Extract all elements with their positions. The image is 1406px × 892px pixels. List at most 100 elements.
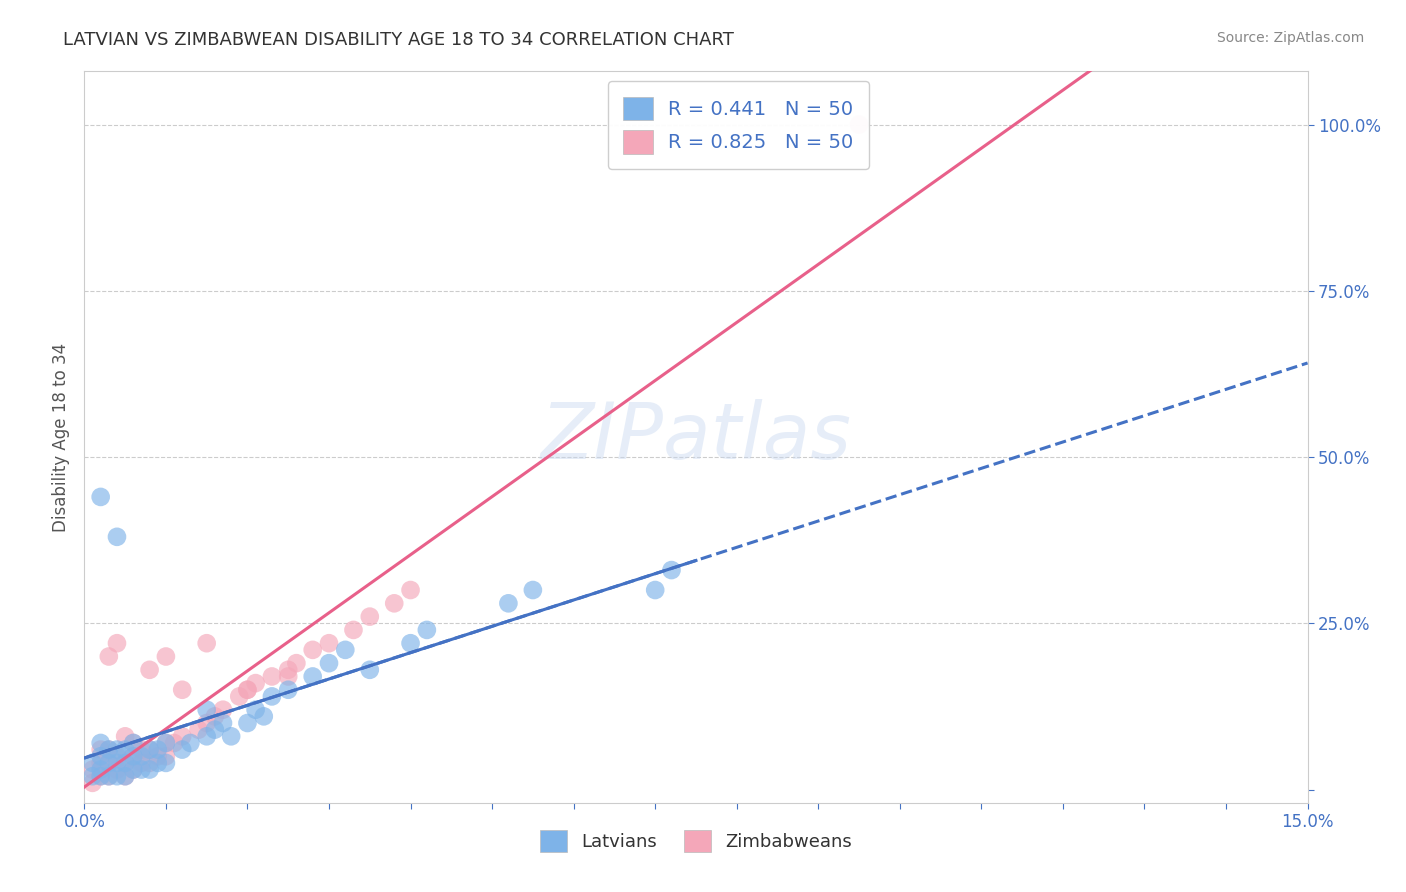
Point: [195, 716, 218, 731]
Point: [138, 756, 160, 770]
Point: [212, 716, 235, 731]
Point: [146, 742, 169, 756]
Point: [90, 736, 112, 750]
Text: Source: ZipAtlas.com: Source: ZipAtlas.com: [1216, 31, 1364, 45]
Point: [114, 756, 136, 770]
Point: [382, 596, 405, 610]
Point: [131, 756, 153, 770]
Point: [172, 742, 194, 756]
Point: [131, 749, 153, 764]
Point: [138, 742, 160, 756]
Point: [105, 769, 128, 783]
Point: [318, 636, 340, 650]
Point: [122, 736, 145, 750]
Point: [204, 709, 226, 723]
Point: [644, 582, 666, 597]
Point: [399, 582, 422, 597]
Point: [105, 530, 128, 544]
Point: [301, 643, 323, 657]
Point: [114, 756, 136, 770]
Point: [155, 736, 177, 750]
Point: [82, 776, 104, 790]
Point: [163, 736, 186, 750]
Text: LATVIAN VS ZIMBABWEAN DISABILITY AGE 18 TO 34 CORRELATION CHART: LATVIAN VS ZIMBABWEAN DISABILITY AGE 18 …: [63, 31, 734, 49]
Point: [245, 676, 267, 690]
Point: [661, 563, 683, 577]
Point: [97, 742, 120, 756]
Point: [90, 763, 112, 777]
Point: [146, 749, 169, 764]
Point: [97, 756, 120, 770]
Point: [90, 756, 112, 770]
Point: [172, 729, 194, 743]
Point: [848, 118, 870, 132]
Point: [138, 763, 160, 777]
Point: [97, 769, 120, 783]
Point: [236, 682, 259, 697]
Text: ZIPatlas: ZIPatlas: [540, 399, 852, 475]
Point: [498, 596, 520, 610]
Point: [82, 763, 104, 777]
Point: [97, 742, 120, 756]
Point: [277, 669, 299, 683]
Point: [245, 703, 267, 717]
Point: [277, 663, 299, 677]
Point: [522, 582, 544, 597]
Point: [212, 703, 235, 717]
Point: [82, 769, 104, 783]
Point: [260, 690, 283, 704]
Point: [342, 623, 364, 637]
Point: [228, 690, 250, 704]
Point: [138, 663, 160, 677]
Point: [204, 723, 226, 737]
Legend: Latvians, Zimbabweans: Latvians, Zimbabweans: [533, 823, 859, 860]
Y-axis label: Disability Age 18 to 34: Disability Age 18 to 34: [52, 343, 70, 532]
Point: [131, 763, 153, 777]
Point: [195, 636, 218, 650]
Point: [155, 649, 177, 664]
Point: [285, 656, 308, 670]
Point: [318, 656, 340, 670]
Point: [359, 663, 381, 677]
Point: [195, 729, 218, 743]
Point: [416, 623, 439, 637]
Point: [105, 636, 128, 650]
Point: [236, 716, 259, 731]
Point: [253, 709, 276, 723]
Point: [97, 649, 120, 664]
Point: [335, 643, 357, 657]
Point: [105, 749, 128, 764]
Point: [114, 769, 136, 783]
Point: [155, 749, 177, 764]
Point: [90, 742, 112, 756]
Point: [90, 769, 112, 783]
Point: [260, 669, 283, 683]
Point: [219, 729, 242, 743]
Point: [122, 749, 145, 764]
Point: [105, 742, 128, 756]
Point: [114, 769, 136, 783]
Point: [122, 736, 145, 750]
Point: [399, 636, 422, 650]
Point: [105, 763, 128, 777]
Point: [90, 749, 112, 764]
Point: [277, 682, 299, 697]
Point: [114, 742, 136, 756]
Point: [146, 756, 169, 770]
Point: [359, 609, 381, 624]
Point: [179, 736, 201, 750]
Point: [236, 682, 259, 697]
Point: [97, 756, 120, 770]
Point: [301, 669, 323, 683]
Point: [131, 742, 153, 756]
Point: [82, 756, 104, 770]
Point: [105, 756, 128, 770]
Point: [122, 763, 145, 777]
Point: [172, 682, 194, 697]
Point: [114, 729, 136, 743]
Point: [90, 769, 112, 783]
Point: [122, 749, 145, 764]
Point: [90, 490, 112, 504]
Point: [187, 723, 209, 737]
Point: [97, 769, 120, 783]
